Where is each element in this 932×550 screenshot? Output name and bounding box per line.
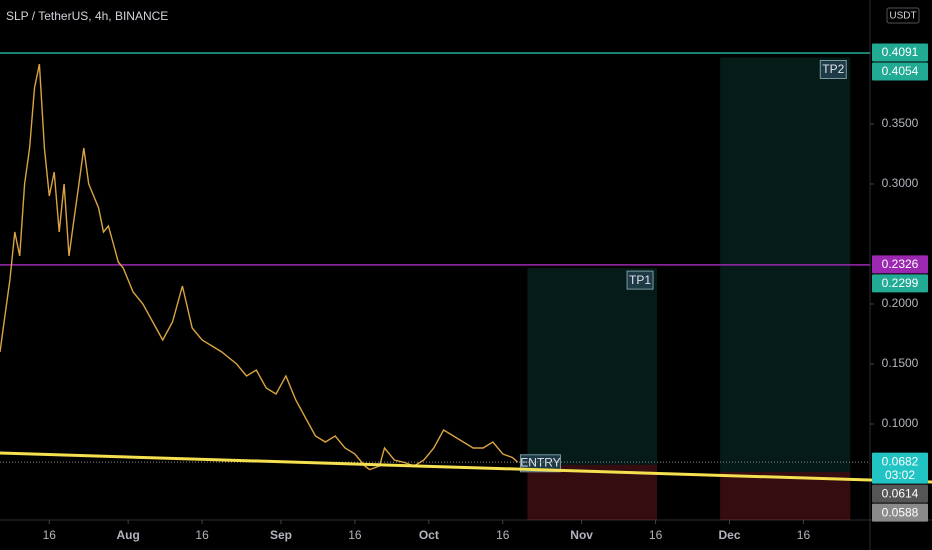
y-tick-label: 0.2000 xyxy=(882,296,919,310)
target-label-box xyxy=(626,270,654,290)
price-label-box xyxy=(872,255,928,274)
chart-title: SLP / TetherUS, 4h, BINANCE xyxy=(6,9,168,23)
x-tick-label: 16 xyxy=(348,528,362,542)
x-tick-label: 16 xyxy=(797,528,811,542)
price-label: 0.4091 xyxy=(882,45,919,59)
y-tick-label: 0.3000 xyxy=(882,176,919,190)
x-tick-label: Dec xyxy=(719,528,741,542)
price-label-box xyxy=(872,43,928,62)
price-label: 0.0682 xyxy=(882,454,919,468)
target-label: TP2 xyxy=(822,62,844,76)
countdown: 03:02 xyxy=(885,468,915,482)
y-tick-label: 0.1500 xyxy=(882,356,919,370)
x-tick-label: 16 xyxy=(195,528,209,542)
trendline xyxy=(0,451,871,482)
profit-zone xyxy=(527,268,658,465)
entry-label-box xyxy=(519,454,561,473)
y-unit: USDT xyxy=(889,11,916,22)
x-tick-label: Nov xyxy=(570,528,593,542)
target-label: TP1 xyxy=(629,273,651,287)
x-tick-label: 16 xyxy=(649,528,663,542)
price-label-box xyxy=(872,274,928,293)
y-tick-label: 0.3500 xyxy=(882,116,919,130)
price-label-box xyxy=(872,452,928,484)
x-tick-label: Oct xyxy=(419,528,439,542)
x-tick-label: 16 xyxy=(43,528,57,542)
price-label: 0.4054 xyxy=(882,64,919,78)
x-tick-label: Aug xyxy=(116,528,139,542)
unit-box xyxy=(886,7,920,24)
price-label-box xyxy=(872,62,928,81)
price-label-box xyxy=(872,484,928,503)
price-label: 0.0614 xyxy=(882,486,919,500)
x-tick-label: Sep xyxy=(270,528,292,542)
x-tick-label: 16 xyxy=(496,528,510,542)
price-label: 0.2326 xyxy=(882,257,919,271)
price-label: 0.2299 xyxy=(882,276,919,290)
target-label-box xyxy=(819,59,847,79)
price-label: 0.0588 xyxy=(882,505,919,519)
price-label-box xyxy=(872,503,928,522)
y-tick-label: 0.1000 xyxy=(882,416,919,430)
